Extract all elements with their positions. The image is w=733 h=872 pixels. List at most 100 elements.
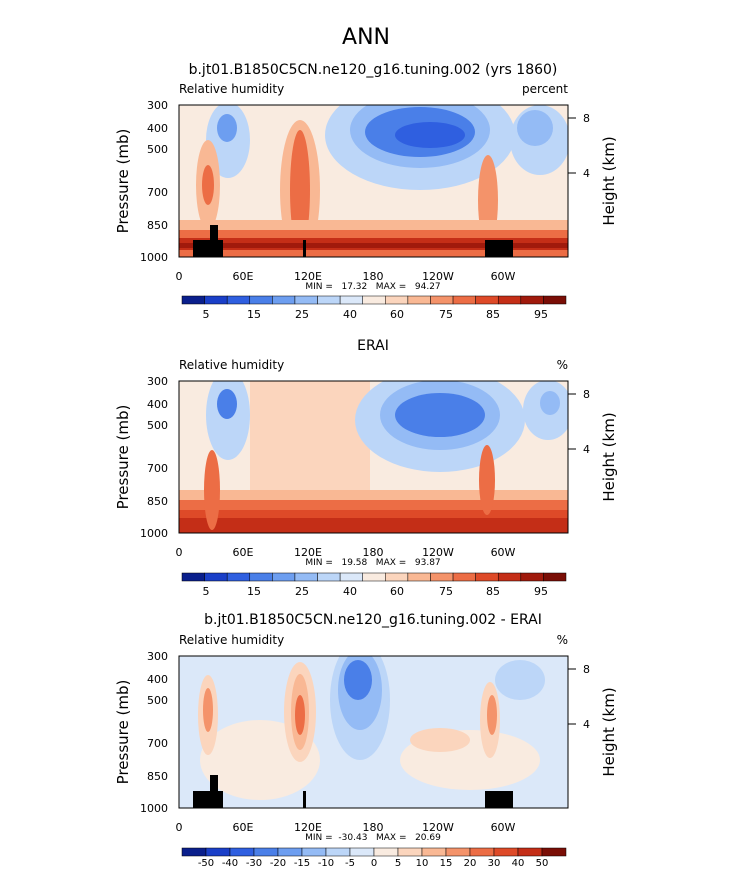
panel-1-y2-axis-label: Height (km) [600, 136, 618, 225]
colorbar-swatch [497, 572, 522, 582]
colorbar-swatch [317, 572, 341, 582]
colorbar-swatch [407, 572, 431, 582]
colorbar-label: 40 [343, 585, 357, 598]
colorbar-label: 30 [488, 858, 501, 869]
colorbar-label: 25 [295, 308, 309, 321]
colorbar-swatch [421, 847, 447, 857]
colorbar-swatch [294, 572, 318, 582]
x-tick-label: 0 [176, 821, 183, 834]
x-tick-label: 180 [363, 821, 384, 834]
colorbar-swatch [373, 847, 399, 857]
y-tick-label: 400 [147, 398, 168, 411]
colorbar-swatch [249, 572, 273, 582]
colorbar-swatch [362, 295, 386, 305]
x-tick-label: 60W [491, 821, 516, 834]
panel-3: b.jt01.B1850C5CN.ne120_g16.tuning.002 - … [114, 612, 618, 869]
y-tick-label: 500 [147, 694, 168, 707]
colorbar-swatch [272, 572, 296, 582]
colorbar-label: -10 [318, 858, 334, 869]
y-tick-label: 400 [147, 122, 168, 135]
panel-1-y2-ticks: 8 4 [568, 112, 590, 180]
panel-2-y2-axis-label: Height (km) [600, 412, 618, 501]
panel-2-y2-ticks: 8 4 [568, 388, 590, 456]
panel-1-left-label: Relative humidity [179, 82, 284, 96]
panel-3-title: b.jt01.B1850C5CN.ne120_g16.tuning.002 - … [204, 612, 542, 628]
colorbar-swatch [249, 295, 273, 305]
colorbar-label: 0 [371, 858, 377, 869]
colorbar-swatch [272, 295, 296, 305]
colorbar-swatch [325, 847, 351, 857]
colorbar-swatch [385, 295, 409, 305]
panel-1-colorbar [181, 295, 567, 305]
panel-3-colorbar-labels: -50 -40 -30 -20 -15 -10 -5 0 5 10 15 20 … [198, 858, 549, 869]
colorbar-label: -50 [198, 858, 214, 869]
panel-2-title: ERAI [357, 338, 389, 354]
colorbar-label: 85 [486, 308, 500, 321]
colorbar-label: 10 [416, 858, 429, 869]
colorbar-label: 15 [247, 585, 261, 598]
y-tick-label: 700 [147, 737, 168, 750]
colorbar-swatch [469, 847, 495, 857]
y-tick-label: 1000 [140, 527, 168, 540]
x-tick-label: 120W [422, 270, 454, 283]
colorbar-swatch [452, 572, 476, 582]
colorbar-swatch [181, 847, 207, 857]
figure-title: ANN [342, 25, 390, 50]
x-tick-label: 0 [176, 546, 183, 559]
y-tick-label: 850 [147, 495, 168, 508]
panel-3-y-axis-label: Pressure (mb) [114, 680, 132, 785]
panel-3-left-label: Relative humidity [179, 633, 284, 647]
colorbar-swatch [205, 847, 231, 857]
panel-2-right-label: % [557, 358, 568, 372]
panel-2-left-label: Relative humidity [179, 358, 284, 372]
y-tick-label: 1000 [140, 251, 168, 264]
x-tick-label: 0 [176, 270, 183, 283]
colorbar-swatch [520, 572, 544, 582]
x-tick-label: 60E [233, 546, 254, 559]
colorbar-swatch [543, 572, 567, 582]
colorbar-swatch [385, 572, 409, 582]
colorbar-label: -40 [222, 858, 238, 869]
colorbar-label: -30 [246, 858, 262, 869]
y2-tick-label: 8 [583, 663, 590, 676]
colorbar-swatch [517, 847, 543, 857]
colorbar-swatch [475, 295, 499, 305]
colorbar-swatch [541, 847, 567, 857]
y-tick-label: 1000 [140, 802, 168, 815]
panel-3-colorbar [181, 847, 567, 857]
colorbar-swatch [339, 572, 363, 582]
y-tick-label: 400 [147, 673, 168, 686]
colorbar-swatch [181, 572, 205, 582]
panel-3-x-ticks: 0 60E 120E 180 120W 60W [176, 821, 516, 834]
y-tick-label: 300 [147, 650, 168, 663]
x-tick-label: 60E [233, 821, 254, 834]
y-tick-label: 850 [147, 219, 168, 232]
colorbar-label: 5 [203, 585, 210, 598]
colorbar-label: 60 [390, 585, 404, 598]
panel-1-right-label: percent [522, 82, 568, 96]
x-tick-label: 120E [294, 821, 322, 834]
colorbar-swatch [430, 572, 454, 582]
x-tick-label: 120E [294, 270, 322, 283]
colorbar-label: 5 [203, 308, 210, 321]
panel-2: ERAI Relative humidity % 300 400 500 [114, 338, 618, 598]
colorbar-swatch [407, 295, 431, 305]
y-tick-label: 300 [147, 375, 168, 388]
colorbar-swatch [301, 847, 327, 857]
panel-3-y-ticks: 300 400 500 700 850 1000 [140, 650, 168, 815]
x-tick-label: 120W [422, 821, 454, 834]
y2-tick-label: 8 [583, 112, 590, 125]
colorbar-swatch [339, 295, 363, 305]
colorbar-swatch [362, 572, 386, 582]
y-tick-label: 850 [147, 770, 168, 783]
panel-1-topography [193, 240, 223, 257]
colorbar-label: 15 [247, 308, 261, 321]
colorbar-swatch [493, 847, 519, 857]
x-tick-label: 120W [422, 546, 454, 559]
colorbar-label: 60 [390, 308, 404, 321]
panel-2-y-ticks: 300 400 500 700 850 1000 [140, 375, 168, 540]
x-tick-label: 60E [233, 270, 254, 283]
y-tick-label: 300 [147, 99, 168, 112]
colorbar-label: -20 [270, 858, 286, 869]
